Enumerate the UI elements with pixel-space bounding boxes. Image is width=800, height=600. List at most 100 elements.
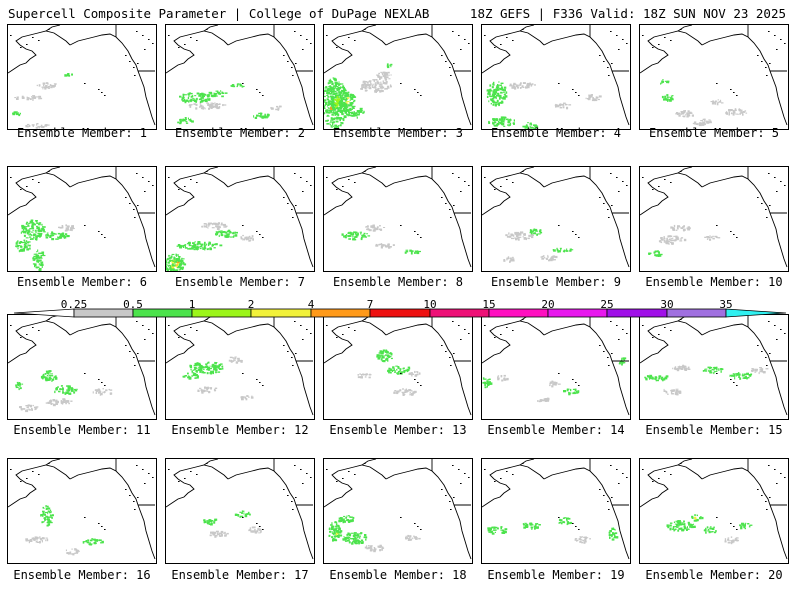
coastline (543, 467, 630, 560)
island (522, 463, 524, 464)
coastline (166, 30, 229, 74)
island (184, 186, 186, 187)
island (26, 44, 28, 45)
island (441, 55, 443, 56)
colorbar-tick-label: 20 (541, 298, 555, 311)
island (626, 477, 628, 478)
island (445, 495, 447, 496)
island (769, 205, 771, 206)
island (780, 39, 782, 40)
map-panel-member-7 (165, 166, 315, 272)
island (450, 509, 452, 510)
island (196, 182, 198, 183)
coastline (69, 323, 156, 416)
island (134, 217, 136, 218)
island (642, 35, 644, 36)
member-label: Ensemble Member: 19 (487, 568, 625, 582)
island (136, 31, 138, 32)
island (441, 489, 443, 490)
coastline (701, 467, 788, 560)
coastline (203, 459, 219, 466)
island (417, 382, 419, 383)
map-title: Supercell Composite Parameter | College … (8, 6, 430, 21)
island (287, 495, 289, 496)
island (774, 177, 776, 178)
island (136, 465, 138, 466)
island (129, 351, 131, 352)
island (137, 353, 139, 354)
island (733, 526, 735, 527)
island (506, 471, 508, 472)
island (658, 186, 660, 187)
map-canvas (640, 459, 788, 560)
island (420, 95, 422, 96)
island (494, 481, 496, 482)
island (134, 509, 136, 510)
island (618, 191, 620, 192)
island (512, 330, 514, 331)
coastline (519, 167, 535, 174)
island (417, 526, 419, 527)
map-panel-member-4 (481, 24, 631, 130)
island (20, 47, 22, 48)
island (295, 497, 297, 498)
island (611, 63, 613, 64)
coastline (640, 320, 703, 364)
island (342, 334, 344, 335)
scp-field (328, 515, 421, 553)
island (761, 61, 763, 62)
coastline (8, 172, 71, 216)
island (196, 40, 198, 41)
island (310, 333, 312, 334)
island (259, 234, 261, 235)
island (142, 177, 144, 178)
island (26, 186, 28, 187)
island (607, 501, 609, 502)
island (680, 319, 682, 320)
island (26, 478, 28, 479)
island (670, 330, 672, 331)
coastline (8, 464, 71, 508)
scp-field (482, 357, 627, 403)
coastline (482, 30, 545, 74)
map-canvas (8, 315, 156, 416)
map-canvas (8, 459, 156, 560)
map-canvas (324, 167, 472, 268)
island (733, 382, 735, 383)
island (453, 205, 455, 206)
map-canvas (640, 167, 788, 268)
island (757, 197, 759, 198)
island (168, 325, 170, 326)
island (292, 75, 294, 76)
island (468, 333, 470, 334)
island (256, 379, 258, 380)
map-canvas (482, 25, 630, 129)
island (610, 321, 612, 322)
island (603, 495, 605, 496)
island (196, 330, 198, 331)
island (599, 345, 601, 346)
island (262, 237, 264, 238)
island (10, 35, 12, 36)
coastline (701, 175, 788, 268)
island (259, 92, 261, 93)
coastline (69, 467, 156, 560)
coastline (519, 459, 535, 466)
scp-field (166, 222, 254, 271)
island (306, 473, 308, 474)
island (452, 321, 454, 322)
island (780, 329, 782, 330)
island (464, 39, 466, 40)
island (766, 365, 768, 366)
island (98, 231, 100, 232)
island (291, 209, 293, 210)
map-canvas (166, 459, 314, 560)
island (104, 95, 106, 96)
island (101, 92, 103, 93)
island (190, 327, 192, 328)
island (765, 357, 767, 358)
island (784, 477, 786, 478)
island (206, 319, 208, 320)
island (680, 171, 682, 172)
island (300, 469, 302, 470)
